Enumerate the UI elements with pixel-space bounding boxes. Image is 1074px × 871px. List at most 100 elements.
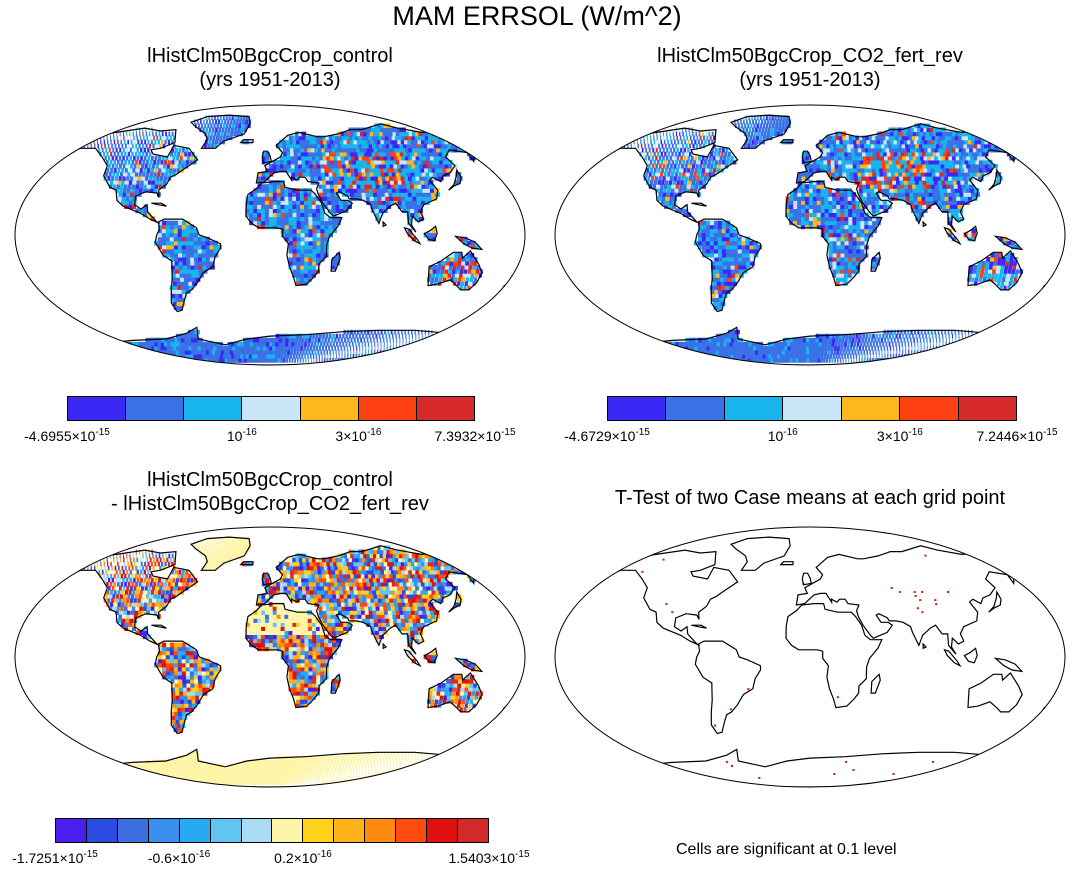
grid-cell <box>809 163 814 169</box>
grid-cell <box>611 341 621 347</box>
grid-cell <box>733 240 739 246</box>
grid-cell <box>365 143 371 149</box>
grid-cell <box>832 204 837 209</box>
grid-cell <box>276 200 282 205</box>
grid-cell <box>136 135 138 141</box>
grid-cell <box>852 212 857 218</box>
grid-cell <box>474 273 478 278</box>
grid-cell <box>135 354 145 359</box>
grid-cell <box>113 151 116 157</box>
grid-cell <box>126 354 137 359</box>
grid-cell <box>306 176 312 181</box>
grid-cell <box>296 147 302 153</box>
grid-cell <box>288 248 294 254</box>
grid-cell <box>953 168 959 173</box>
grid-cell <box>378 151 385 157</box>
grid-cell <box>709 240 715 246</box>
grid-cell <box>854 350 857 355</box>
grid-cell <box>926 180 932 185</box>
grid-cell <box>867 196 872 201</box>
grid-cell <box>741 240 747 246</box>
grid-cell <box>742 261 747 266</box>
grid-cell <box>785 354 791 359</box>
grid-cell <box>463 285 467 290</box>
grid-cell <box>220 115 222 120</box>
grid-cell <box>169 135 172 141</box>
grid-cell <box>665 155 669 161</box>
grid-cell <box>978 168 985 173</box>
grid-cell <box>410 358 418 363</box>
grid-cell <box>368 358 373 363</box>
grid-cell <box>384 358 390 363</box>
grid-cell <box>669 354 679 359</box>
grid-cell <box>378 358 384 363</box>
grid-cell <box>402 143 409 149</box>
grid-cell <box>832 273 837 278</box>
grid-cell <box>386 345 388 351</box>
grid-cell <box>162 180 167 185</box>
grid-cell <box>294 345 297 351</box>
grid-cell <box>420 143 427 149</box>
grid-cell <box>303 277 308 282</box>
grid-cell <box>179 273 185 278</box>
grid-cell <box>721 232 727 238</box>
grid-cell <box>147 155 151 161</box>
grid-cell <box>272 341 276 347</box>
grid-cell <box>423 143 430 149</box>
grid-cell <box>122 147 125 153</box>
grid-cell <box>372 143 378 149</box>
grid-cell <box>201 123 204 129</box>
grid-cell <box>698 168 702 173</box>
grid-cell <box>828 337 832 343</box>
grid-cell <box>296 273 301 278</box>
grid-cell <box>284 204 290 209</box>
grid-cell <box>279 139 284 145</box>
grid-cell <box>287 350 291 355</box>
grid-cell <box>126 345 135 351</box>
grid-cell <box>741 252 747 258</box>
grid-cell <box>210 131 214 137</box>
grid-cell <box>657 345 666 351</box>
grid-cell <box>831 337 836 343</box>
grid-cell <box>308 337 312 343</box>
grid-cell <box>653 358 667 363</box>
grid-cell <box>780 341 785 347</box>
grid-cell <box>926 345 928 351</box>
grid-cell <box>219 354 226 359</box>
grid-cell <box>980 350 985 355</box>
grid-cell <box>411 192 417 197</box>
grid-cell <box>129 354 139 359</box>
grid-cell <box>986 257 991 262</box>
grid-cell <box>1008 265 1013 270</box>
grid-cell <box>852 228 858 234</box>
grid-cell <box>385 151 392 157</box>
grid-cell <box>834 341 838 347</box>
grid-cell <box>446 159 453 165</box>
coastline-newZealand <box>491 284 512 302</box>
grid-cell <box>65 341 74 347</box>
grid-cell <box>727 269 732 274</box>
grid-cell <box>278 350 282 355</box>
grid-cell <box>300 224 306 230</box>
grid-cell <box>244 123 248 129</box>
grid-cell <box>316 257 321 262</box>
grid-cell <box>115 155 118 161</box>
grid-cell <box>243 115 246 120</box>
grid-cell <box>312 345 315 351</box>
grid-cell <box>673 155 676 161</box>
grid-cell <box>456 176 463 181</box>
grid-cell <box>295 135 300 141</box>
grid-cell <box>895 176 901 181</box>
grid-cell <box>909 192 915 197</box>
grid-cell <box>702 220 707 226</box>
grid-cell <box>142 350 151 355</box>
grid-cell <box>818 345 822 351</box>
grid-cell <box>899 176 905 181</box>
grid-cell <box>805 337 810 343</box>
grid-cell <box>736 350 743 355</box>
grid-cell <box>655 155 658 161</box>
grid-cell <box>315 155 321 161</box>
grid-cell <box>159 176 164 181</box>
grid-cell <box>213 244 218 250</box>
grid-cell <box>73 345 83 351</box>
